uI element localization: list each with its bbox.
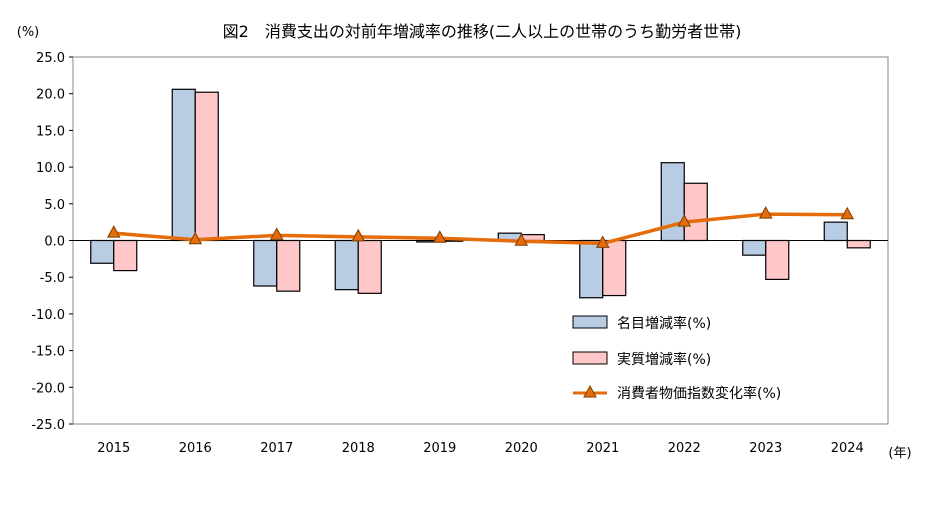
legend-label-nominal: 名目増減率(%) [617,315,711,332]
cpi-marker [514,233,529,246]
chart-title: 図2 消費支出の対前年増減率の推移(二人以上の世帯のうち勤労者世帯) [223,22,742,41]
bar-nominal [253,239,278,287]
bar-nominal [90,239,115,264]
x-tick-label: 2022 [668,441,701,456]
bar-real [602,239,627,297]
bar-real [276,239,301,292]
cpi-marker [758,206,773,219]
cpi-marker [106,225,121,238]
bar-real [765,239,790,281]
y-tick-label: -20.0 [31,381,65,396]
y-tick-label: 10.0 [36,161,65,176]
cpi-marker [188,231,203,245]
x-tick-label: 2023 [749,441,782,456]
x-tick-label: 2018 [342,441,375,456]
legend: 名目増減率(%) 実質増減率(%) 消費者物価指数変化率(%) [572,315,781,402]
x-tick-label: 2019 [423,441,456,456]
legend-label-cpi: 消費者物価指数変化率(%) [617,385,781,402]
y-tick-label: 0.0 [44,235,65,250]
x-tick-label: 2020 [505,441,538,456]
line-series [106,206,855,248]
legend-swatch-nominal [572,315,608,329]
cpi-marker [840,206,855,220]
cpi-marker [595,235,610,248]
bar-nominal [579,239,604,299]
x-tick-label: 2024 [831,441,864,456]
bar-nominal [823,221,848,242]
bar-nominal [171,88,196,242]
x-axis-unit-label: (年) [888,446,911,461]
bar-nominal [334,239,359,291]
cpi-marker [351,228,366,242]
x-axis: 2015 2016 2017 2018 2019 2020 2021 2022 2023 2024 [97,441,864,456]
x-tick-label: 2015 [97,441,130,456]
bar-series [90,88,871,299]
bar-real [357,239,382,294]
y-tick-label: -5.0 [40,271,65,286]
y-tick-label: 20.0 [36,88,65,103]
legend-marker-cpi [583,384,597,398]
cpi-line [113,212,848,246]
legend-label-real: 実質増減率(%) [617,351,711,368]
bar-real [113,239,138,272]
bar-real [846,239,871,249]
y-tick-label: -25.0 [31,418,65,433]
y-tick-label: -10.0 [31,308,65,323]
legend-swatch-real [572,351,608,365]
cpi-marker [432,230,447,243]
y-axis: 25.0 20.0 15.0 10.0 5.0 0.0 -5.0 -10.0 -15.0 -20.… [31,51,73,433]
bar-real [683,182,708,242]
y-tick-label: 5.0 [44,198,65,213]
y-tick-label: 15.0 [36,124,65,139]
x-tick-label: 2021 [586,441,619,456]
cpi-marker [677,214,692,227]
x-tick-label: 2016 [179,441,212,456]
bar-real [194,91,219,242]
y-axis-unit-label: (%) [17,25,40,40]
cpi-marker [269,227,284,240]
bar-nominal [742,239,767,256]
x-tick-label: 2017 [260,441,293,456]
y-tick-label: 25.0 [36,51,65,66]
y-tick-label: -15.0 [31,345,65,360]
